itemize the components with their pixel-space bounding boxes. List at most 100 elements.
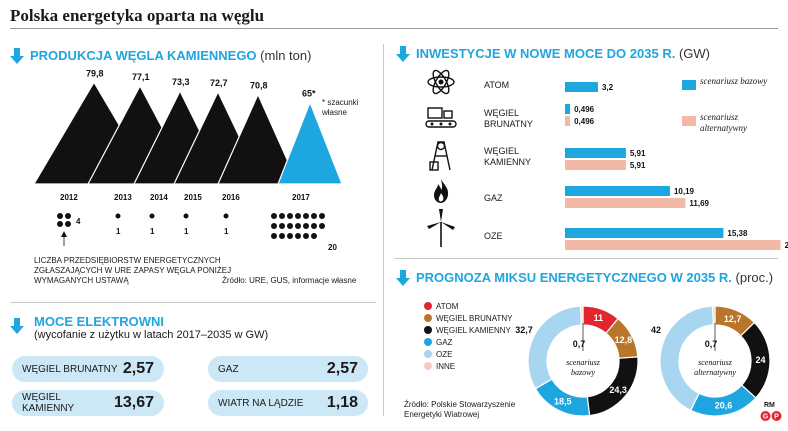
production-value-label: 77,1 <box>132 72 150 82</box>
bar-alt-label: 11,69 <box>689 199 709 208</box>
arrow-down-icon <box>396 270 410 286</box>
vertical-divider <box>383 44 384 416</box>
enterprise-dot <box>271 223 277 229</box>
inv-label-oze: OZE <box>484 231 503 241</box>
inv-label-lignite: WĘGIEL BRUNATNY <box>484 108 533 129</box>
arrow-down-icon <box>10 318 24 334</box>
enterprise-dots <box>149 213 155 219</box>
bar-base-WĘGIEL BRUNATNY <box>565 104 571 114</box>
enterprise-dot <box>65 221 71 227</box>
production-year-label: 2015 <box>184 193 202 202</box>
power-subheading: (wycofanie z użytku w latach 2017–2035 w… <box>34 329 269 341</box>
power-item-hard-coal: WĘGIEL KAMIENNY 13,67 <box>12 390 164 416</box>
legend-inne: INNE <box>424 360 512 372</box>
production-mountain-2016 <box>217 93 299 185</box>
enterprise-dot <box>115 213 121 219</box>
donut-value-label: 12,8 <box>615 335 633 345</box>
enterprise-dot <box>223 213 229 219</box>
enterprise-dot <box>311 233 317 239</box>
legend-oze: OZE <box>424 348 512 360</box>
production-year-label: 2013 <box>114 193 132 202</box>
enterprise-dot <box>319 213 325 219</box>
production-value-label: 72,7 <box>210 78 228 88</box>
donut-value-label: 12,7 <box>724 314 742 324</box>
donut-value-label: 0,7 <box>573 339 586 349</box>
enterprise-dot <box>271 233 277 239</box>
bar-base-label: 0,496 <box>574 105 595 114</box>
enterprise-dots <box>57 213 71 227</box>
production-value-label: 65* <box>302 88 316 98</box>
donut-slice-INNE <box>579 305 584 326</box>
mix-source: Źródło: Polskie Stowarzyszenie Energetyk… <box>404 400 516 419</box>
production-mountain-2017 <box>277 100 343 185</box>
bar-alt-label: 5,91 <box>630 161 646 170</box>
svg-text:P: P <box>774 414 779 421</box>
bar-alt-GAZ <box>565 198 686 208</box>
enterprise-dot <box>271 213 277 219</box>
enterprise-dot <box>295 223 301 229</box>
donut-center-label: scenariusz bazowy <box>566 358 601 377</box>
enterprise-dot <box>303 233 309 239</box>
right-divider <box>394 258 778 259</box>
mix-legend: ATOM WĘGIEL BRUNATNY WĘGIEL KAMIENNY GAZ… <box>424 300 512 372</box>
donut-value-label: 11 <box>594 313 604 323</box>
legend-lignite: WĘGIEL BRUNATNY <box>424 312 512 324</box>
mix-heading: PROGNOZA MIKSU ENERGETYCZNEGO W 2035 R. … <box>416 270 774 285</box>
bar-alt-label: 0,496 <box>574 117 595 126</box>
bar-alt-WĘGIEL BRUNATNY <box>565 116 571 126</box>
production-year-label: 2014 <box>150 193 168 202</box>
enterprise-dot <box>319 223 325 229</box>
bar-base-WĘGIEL KAMIENNY <box>565 148 626 158</box>
donut-center-line: alternatywny <box>694 368 736 377</box>
gp-logo-icon: G P <box>760 411 782 421</box>
enterprise-dots <box>115 213 121 219</box>
atom-icon <box>427 69 455 95</box>
inv-label-gas: GAZ <box>484 193 503 203</box>
enterprise-dot <box>303 223 309 229</box>
enterprise-dot <box>279 233 285 239</box>
donut-value-label: 32,7 <box>515 325 533 335</box>
production-year-label: 2016 <box>222 193 240 202</box>
enterprise-count: 20 <box>328 243 337 252</box>
enterprise-dot <box>57 213 63 219</box>
enterprise-count: 1 <box>116 227 121 236</box>
pointer-arrow <box>61 231 67 237</box>
donut-value-label: 24 <box>755 355 765 365</box>
power-item-gas: GAZ 2,57 <box>208 356 368 382</box>
production-source: Źródło: URE, GUS, informacje własne <box>222 276 357 285</box>
bar-base-label: 10,19 <box>674 187 695 196</box>
legend-hard-coal: WĘGIEL KAMIENNY <box>424 324 512 336</box>
bar-base-label: 5,91 <box>630 149 646 158</box>
arrow-down-icon <box>396 46 410 62</box>
bar-alt-label: 20,93 <box>785 241 788 250</box>
enterprise-dot <box>287 233 293 239</box>
investments-heading: INWESTYCJE W NOWE MOCE DO 2035 R. (GW) <box>416 46 710 61</box>
excavator-icon <box>425 107 457 128</box>
bar-base-label: 3,2 <box>602 83 614 92</box>
donut-value-label: 0,7 <box>705 339 718 349</box>
wind-turbine-icon <box>427 209 455 247</box>
donut-center-label: scenariusz alternatywny <box>694 358 736 377</box>
estimate-note: * szacunki własne <box>322 98 359 117</box>
production-value-label: 70,8 <box>250 81 268 91</box>
enterprise-dot <box>149 213 155 219</box>
credit-label: RM <box>764 402 775 409</box>
production-year-label: 2012 <box>60 193 78 202</box>
bar-base-OZE <box>565 228 724 238</box>
inv-label-hard-coal: WĘGIEL KAMIENNY <box>484 146 532 167</box>
bar-base-GAZ <box>565 186 670 196</box>
donut-value-label: 24,3 <box>609 385 627 395</box>
enterprise-dots <box>223 213 229 219</box>
production-value-label: 79,8 <box>86 68 104 78</box>
donut-value-label: 18,5 <box>554 397 572 407</box>
page-title: Polska energetyka oparta na węglu <box>10 6 265 25</box>
bar-base-ATOM <box>565 82 598 92</box>
enterprise-dot <box>287 213 293 219</box>
enterprise-dot <box>311 223 317 229</box>
legend-gas: GAZ <box>424 336 512 348</box>
production-year-label: 2017 <box>292 193 310 202</box>
production-heading: PRODUKCJA WĘGLA KAMIENNEGO (mln ton) <box>30 48 312 63</box>
legend-swatch-alt <box>682 116 696 126</box>
enterprise-count: 4 <box>76 217 81 226</box>
